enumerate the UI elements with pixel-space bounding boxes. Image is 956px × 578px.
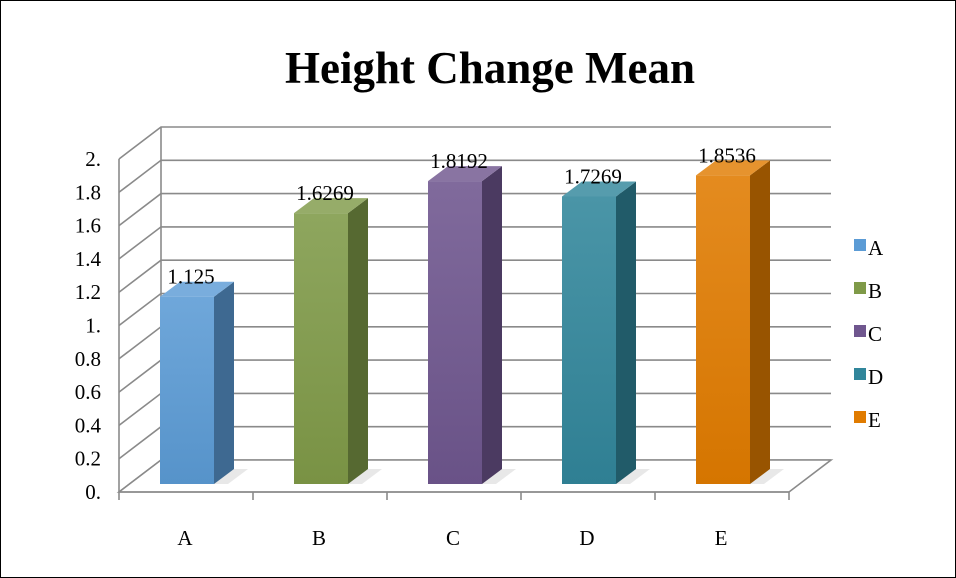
y-tick-label: 1.4: [75, 247, 102, 271]
y-tick-label: 0.2: [75, 447, 101, 471]
bar-front: [160, 296, 214, 484]
bar-e: [696, 160, 784, 484]
bar-top: [696, 160, 770, 176]
bar-side: [348, 198, 368, 484]
bar-b: [294, 198, 382, 484]
data-labels: 1.125 1.6269 1.8192 1.7269 1.8536: [167, 143, 756, 288]
y-tick-label: 0.: [85, 480, 101, 504]
legend-swatch: [854, 368, 866, 380]
legend-swatch: [854, 411, 866, 423]
y-tick-label: 1.8: [75, 180, 101, 204]
legend-label: D: [868, 365, 883, 389]
y-tick-label: 0.4: [75, 413, 102, 437]
legend-swatch: [854, 282, 866, 294]
x-tick-label: B: [312, 526, 326, 550]
legend-swatch: [854, 239, 866, 251]
x-tick-label: D: [579, 526, 594, 550]
legend-label: A: [868, 236, 884, 260]
bar-front: [294, 213, 348, 484]
x-tick-label: E: [715, 526, 728, 550]
legend-item: D: [854, 365, 883, 389]
legend-item: E: [854, 408, 881, 432]
y-axis-ticks: 0. 0.2 0.4 0.6 0.8 1. 1.2 1.4 1.6 1.8 2.: [75, 147, 102, 504]
bar-front: [696, 175, 750, 484]
data-label: 1.6269: [296, 181, 354, 205]
legend-item: A: [854, 236, 884, 260]
x-tick-label: A: [177, 526, 193, 550]
bar-side: [616, 181, 636, 485]
bar-front: [428, 181, 482, 484]
data-label: 1.7269: [564, 164, 622, 188]
bar-side: [214, 281, 234, 484]
x-axis-categories: A B C D E: [177, 526, 727, 550]
bar-top: [562, 181, 636, 197]
bar-front: [562, 196, 616, 485]
bar-top: [160, 281, 234, 297]
bar-top: [294, 198, 368, 214]
legend-swatch: [854, 325, 866, 337]
data-label: 1.8192: [430, 149, 488, 173]
y-tick-label: 1.6: [75, 214, 101, 238]
legend-item: C: [854, 322, 882, 346]
legend-label: C: [868, 322, 882, 346]
bar-side: [750, 160, 770, 484]
bar-a: [160, 281, 248, 484]
data-label: 1.8536: [698, 143, 756, 167]
legend-item: B: [854, 279, 882, 303]
bars: [160, 160, 784, 485]
y-tick-label: 0.6: [75, 380, 101, 404]
data-label: 1.125: [167, 265, 214, 289]
bar-top: [428, 166, 502, 182]
y-tick-label: 0.8: [75, 347, 101, 371]
x-tick-label: C: [446, 526, 460, 550]
bar-c: [428, 166, 516, 484]
y-tick-label: 2.: [85, 147, 101, 171]
bar-d: [562, 181, 650, 485]
chart-title: Height Change Mean: [285, 43, 695, 93]
y-tick-label: 1.: [85, 314, 101, 338]
y-tick-label: 1.2: [75, 280, 101, 304]
legend-label: E: [868, 408, 881, 432]
bar-side: [482, 166, 502, 484]
legend-label: B: [868, 279, 882, 303]
